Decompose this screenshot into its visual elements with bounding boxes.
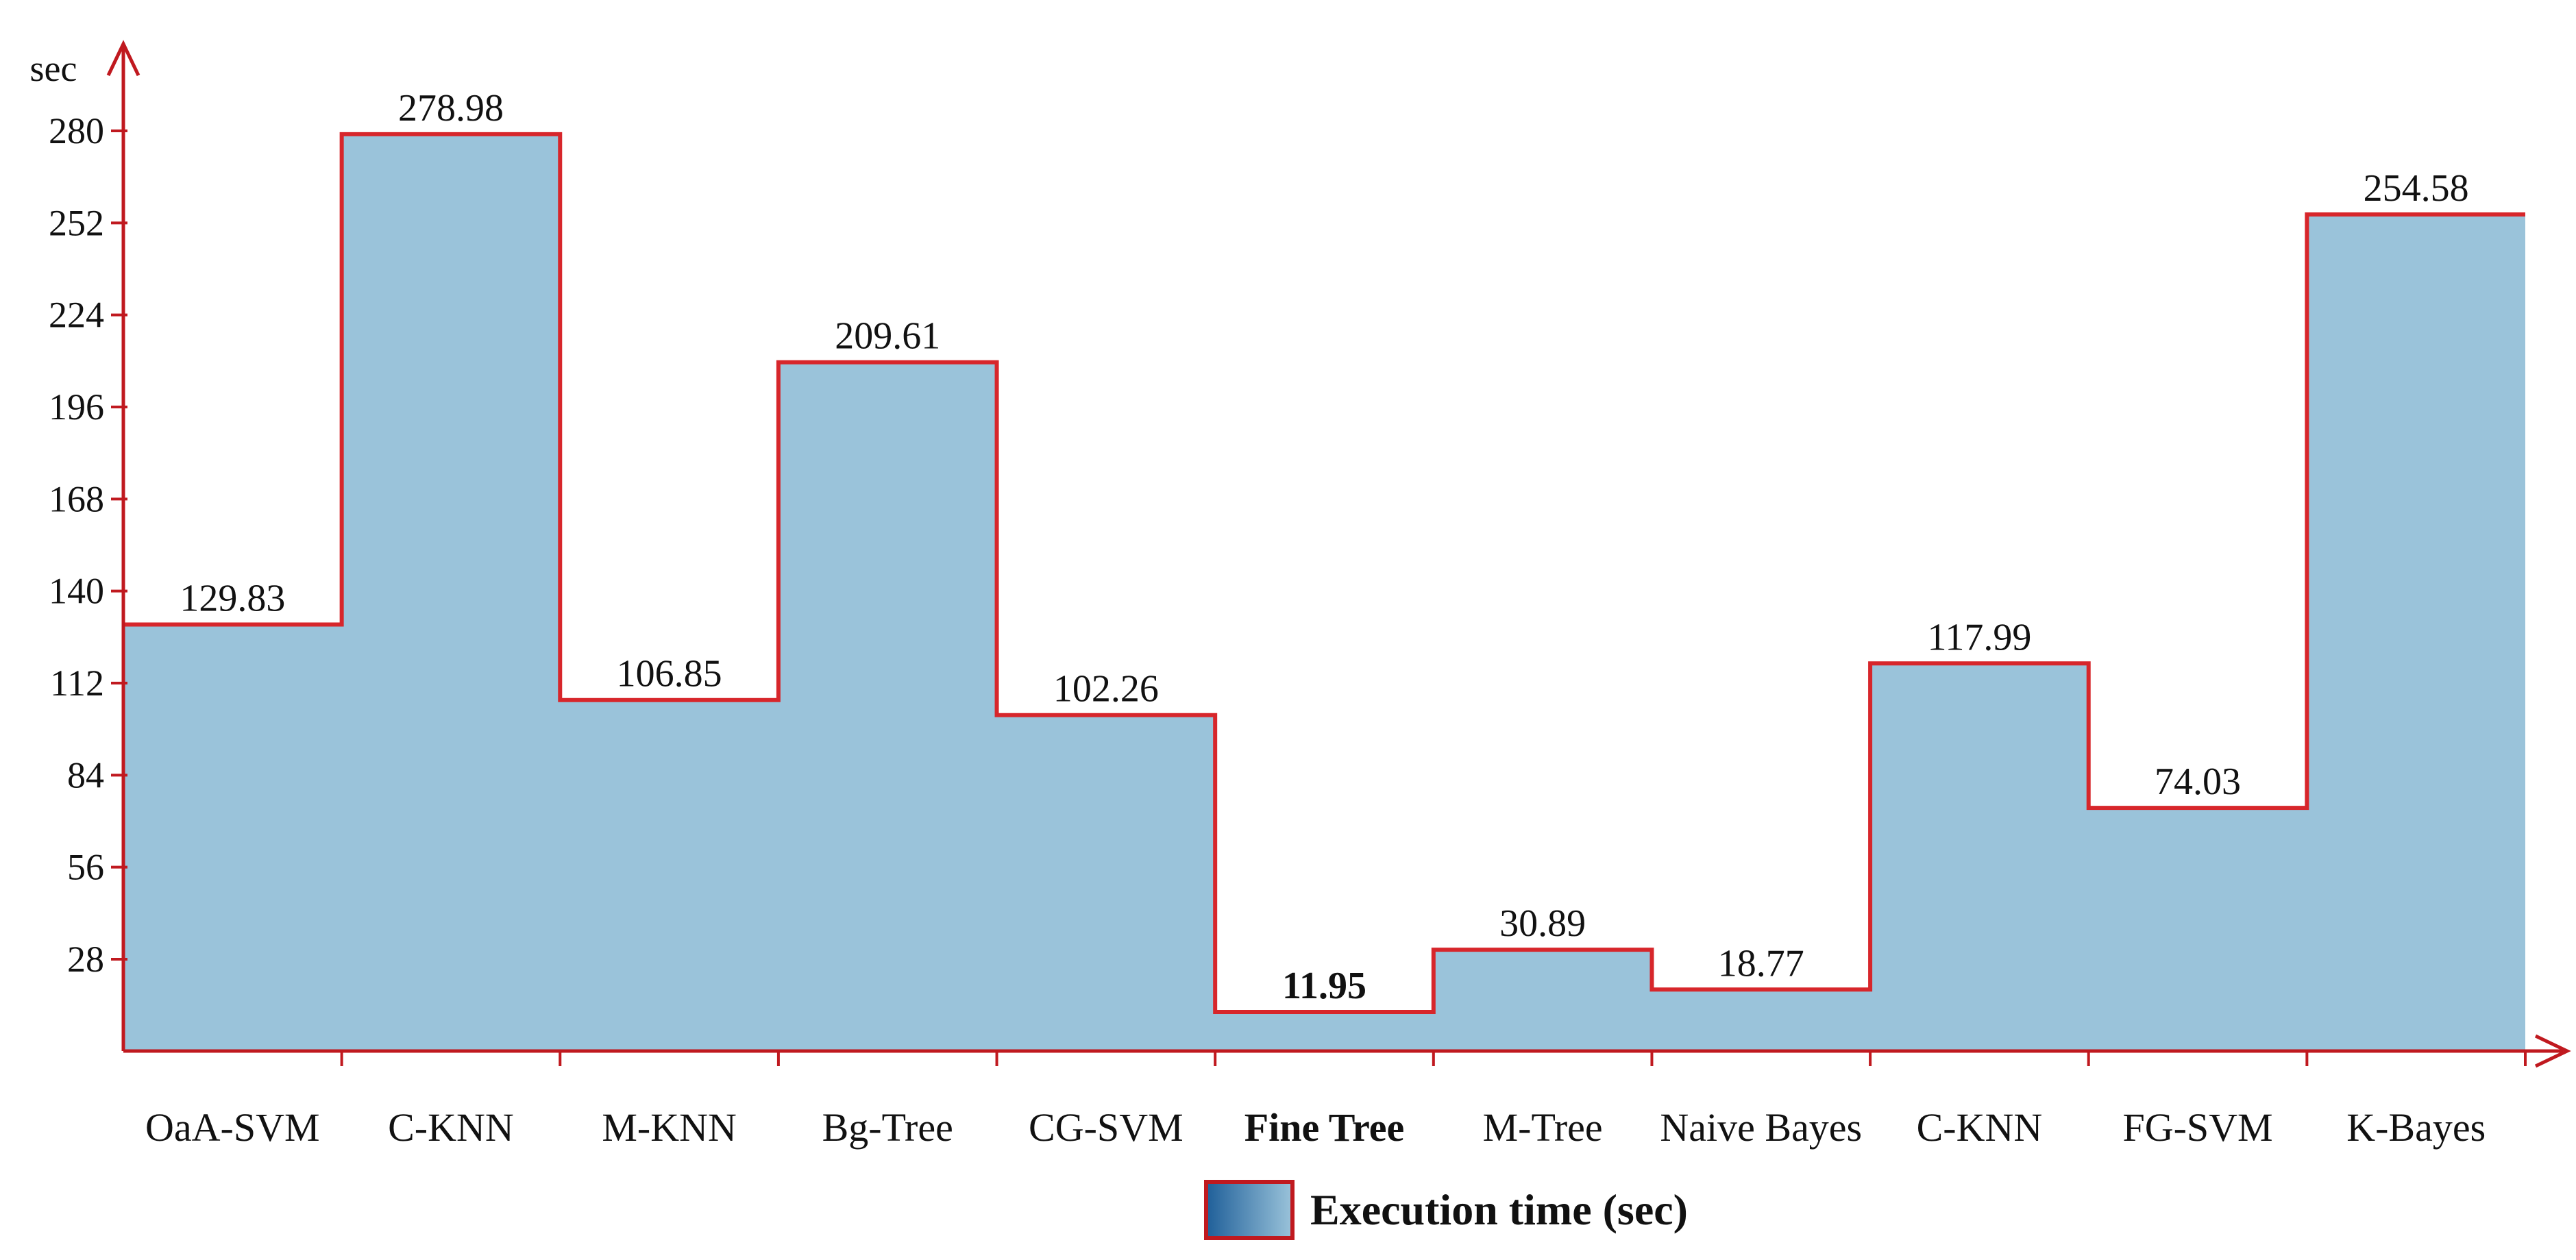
value-label: 209.61 [835,315,940,358]
y-tick-label: 224 [49,295,104,336]
execution-time-line [123,132,2525,1014]
x-tick-label: CG-SVM [1029,1105,1183,1150]
y-tick-label: 140 [49,571,104,612]
axes [106,40,2571,1068]
x-tick-label: M-Tree [1483,1105,1603,1150]
y-tick-label: 196 [49,386,104,428]
execution-time-area [123,134,2525,1052]
y-tick-label: 112 [50,663,104,704]
labels: 28 56 84 112 140 168 196 224 252 280 OaA-SVM 129.83… [49,87,2486,1150]
value-label: 18.77 [1718,942,1804,985]
y-tick-label: 280 [49,110,104,151]
value-label: 102.26 [1053,668,1159,711]
y-tick-label: 28 [67,939,104,980]
value-label: 106.85 [617,653,722,695]
x-tick-label: C-KNN [388,1105,514,1150]
area-layer [123,132,2525,1052]
value-label: 30.89 [1499,902,1586,945]
value-label: 117.99 [1927,616,2031,658]
value-label: 129.83 [180,577,285,619]
y-tick-label: 168 [49,478,104,519]
legend-swatch [1204,1180,1295,1240]
x-tick-label: OaA-SVM [145,1105,320,1150]
x-tick-label: FG-SVM [2122,1105,2272,1150]
x-tick-label: Naive Bayes [1660,1105,1862,1150]
x-tick-label: Fine Tree [1244,1105,1405,1150]
value-label: 11.95 [1282,965,1366,1007]
value-label: 254.58 [2364,167,2469,210]
x-tick-label: C-KNN [1917,1105,2043,1150]
x-axis-arrow [2534,1034,2571,1068]
legend-label: Execution time (sec) [1310,1185,1688,1234]
x-tick-label: K-Bayes [2346,1105,2486,1150]
y-tick-label: 56 [67,847,104,888]
y-axis-label: sec [30,48,77,89]
y-axis-arrow [106,40,140,77]
y-tick-label: 252 [49,202,104,243]
value-label: 278.98 [398,87,504,129]
value-label: 74.03 [2155,761,2241,803]
y-tick-label: 84 [67,754,104,795]
legend: Execution time (sec) [1204,1180,1688,1240]
x-tick-label: Bg-Tree [822,1105,953,1150]
x-tick-label: M-KNN [602,1105,737,1150]
